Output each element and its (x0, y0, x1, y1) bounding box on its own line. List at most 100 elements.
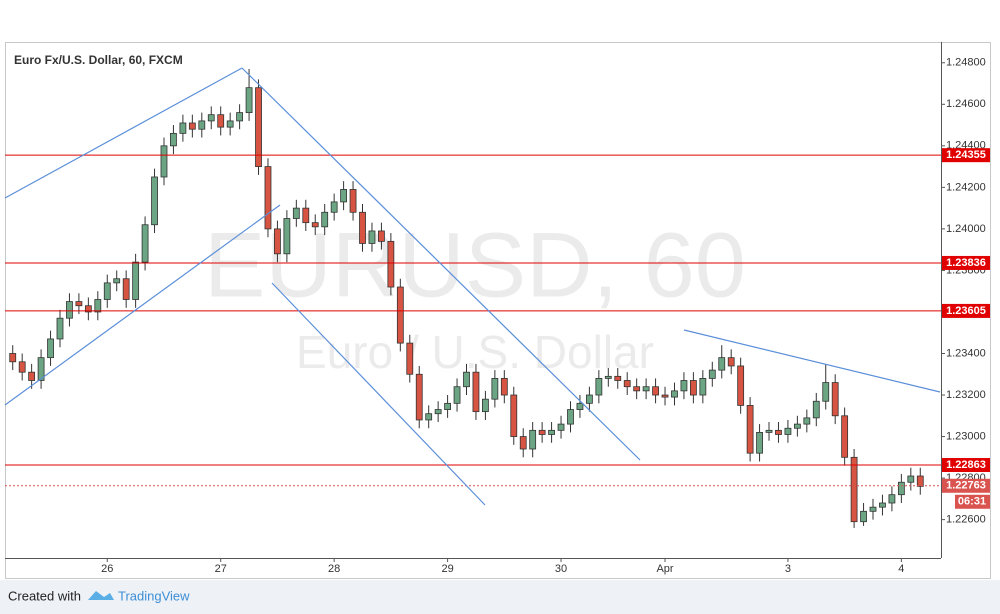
candle-body (718, 357, 726, 371)
candle-body (207, 114, 215, 122)
level-label: 1.24355 (946, 149, 986, 161)
plot-area (5, 68, 941, 528)
y-tick-label: 1.22600 (946, 514, 986, 526)
x-tick-label: 30 (555, 563, 567, 575)
trend-line (4, 67, 243, 199)
candle-body (283, 218, 291, 255)
candle-body (850, 456, 858, 523)
candle-body (604, 375, 612, 379)
level-label-box (942, 458, 990, 473)
candle-body (378, 230, 385, 242)
candle-body (463, 371, 470, 388)
footer-bar (0, 580, 1000, 614)
candle-body (812, 400, 820, 419)
candle-body (406, 342, 414, 375)
trend-line (271, 282, 486, 506)
candle-body (548, 429, 555, 435)
trend-line (683, 329, 941, 393)
trend-line (241, 67, 641, 461)
x-tick-label: 4 (898, 563, 904, 575)
candle-body (226, 120, 234, 128)
candle-body (387, 240, 395, 288)
candle-body (66, 301, 73, 319)
x-tick-label: 28 (328, 563, 340, 575)
x-tick-label: 3 (785, 563, 791, 575)
brand-link[interactable]: TradingView (118, 588, 190, 603)
y-tick-label: 1.23000 (946, 430, 986, 442)
candle-body (160, 145, 168, 178)
candle-body (699, 378, 707, 396)
candle-body (311, 222, 319, 228)
level-label-box (942, 255, 990, 270)
candle-body (132, 261, 140, 300)
candle-body (359, 211, 366, 244)
candle-body (113, 278, 121, 284)
candle-body (519, 436, 527, 450)
candle-body (860, 510, 867, 523)
candle-body (888, 494, 896, 504)
candle-body (122, 278, 130, 300)
candle-body (633, 386, 641, 392)
watermark-description: Euro / U.S. Dollar (296, 326, 654, 378)
candle-body (330, 201, 338, 213)
candle-body (585, 394, 593, 404)
candle-body (368, 230, 376, 244)
y-tick-label: 1.24800 (946, 57, 986, 69)
level-label: 1.22863 (946, 459, 986, 471)
trend-lines (4, 67, 941, 506)
candle-body (652, 386, 659, 396)
candle-body (746, 405, 754, 454)
axis-labels: 1.226001.228001.230001.232001.234001.236… (101, 57, 990, 575)
candle-body (793, 423, 801, 429)
candle-body (897, 481, 905, 496)
candle-body (217, 114, 225, 128)
candle-body (822, 382, 830, 402)
candle-body (576, 402, 584, 410)
candle-body (680, 380, 688, 392)
brand-logo (88, 591, 114, 600)
y-tick-label: 1.24200 (946, 181, 986, 193)
candle-body (595, 378, 603, 396)
candle-body (472, 371, 480, 413)
countdown-box (955, 494, 990, 509)
candle-body (727, 357, 735, 367)
candle-body (803, 417, 811, 425)
candle-body (274, 228, 281, 255)
candle-body (453, 386, 461, 404)
candle-body (56, 317, 64, 340)
candle-body (784, 427, 792, 435)
candle-body (179, 122, 187, 134)
candle-body (907, 475, 915, 483)
candle-body (94, 299, 102, 313)
candle-body (623, 380, 631, 388)
candle-body (482, 398, 489, 413)
candle-body (255, 87, 262, 167)
level-label-box (942, 148, 990, 163)
trend-line (4, 204, 281, 406)
candle-body (47, 338, 54, 359)
candle-body (614, 375, 622, 381)
level-label: 1.23836 (946, 257, 986, 269)
candle-body (689, 380, 697, 396)
candle-body (557, 423, 565, 431)
candle-body (879, 502, 886, 508)
candle-body (500, 378, 508, 396)
candle-body (661, 394, 669, 398)
candle-body (444, 402, 451, 410)
candle-body (18, 361, 26, 373)
candle-body (841, 415, 849, 458)
x-tick-label: Apr (656, 563, 673, 575)
candle-body (491, 378, 499, 400)
candle-body (671, 390, 678, 398)
candle-body (141, 224, 149, 263)
y-tick-label: 1.24000 (946, 223, 986, 235)
chart-title: Euro Fx/U.S. Dollar, 60, FXCM (14, 53, 183, 67)
candle-body (765, 429, 773, 433)
candle-body (321, 211, 329, 228)
candle-body (831, 382, 839, 417)
candle-body (292, 207, 300, 219)
candle-body (28, 371, 36, 381)
last-price-label: 1.22763 (946, 480, 986, 492)
candle-body (170, 132, 177, 147)
